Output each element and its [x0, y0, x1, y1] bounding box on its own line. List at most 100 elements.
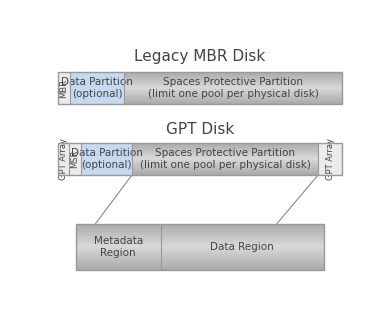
Bar: [76, 246, 161, 247]
Bar: [161, 240, 324, 241]
Bar: [132, 167, 318, 168]
Bar: [132, 174, 318, 175]
Bar: [124, 76, 342, 77]
Bar: [76, 266, 161, 267]
Bar: [76, 250, 161, 251]
Bar: [132, 151, 318, 152]
Bar: [124, 91, 342, 92]
Bar: [124, 80, 342, 81]
Bar: [132, 169, 318, 170]
Bar: [161, 231, 324, 232]
Bar: [76, 265, 161, 266]
Bar: [76, 263, 161, 264]
Bar: [76, 226, 161, 227]
Bar: [124, 74, 342, 75]
Text: GPT Array: GPT Array: [59, 138, 68, 180]
Text: Data Partition
(optional): Data Partition (optional): [71, 148, 142, 170]
Bar: [76, 262, 161, 263]
Bar: [124, 100, 342, 101]
Bar: [132, 149, 318, 150]
Bar: [124, 82, 342, 83]
Bar: [161, 246, 324, 247]
Bar: [132, 150, 318, 151]
Bar: [161, 228, 324, 229]
Bar: [161, 244, 324, 245]
Bar: [76, 267, 161, 268]
Bar: [76, 257, 161, 258]
Bar: [76, 264, 161, 265]
Bar: [132, 148, 318, 149]
Bar: [132, 170, 318, 171]
Bar: [161, 264, 324, 265]
Bar: [161, 263, 324, 264]
Bar: [132, 144, 318, 145]
Bar: [132, 172, 318, 173]
Bar: [161, 257, 324, 258]
Bar: [76, 235, 161, 236]
Bar: [76, 242, 161, 243]
Bar: [124, 81, 342, 82]
Bar: [124, 72, 342, 73]
Bar: [161, 238, 324, 239]
Bar: [161, 249, 324, 250]
Bar: [132, 160, 318, 161]
Bar: [76, 255, 161, 256]
Bar: [58, 72, 342, 104]
Bar: [161, 269, 324, 270]
Text: Spaces Protective Partition
(limit one pool per physical disk): Spaces Protective Partition (limit one p…: [140, 148, 311, 170]
Bar: [161, 242, 324, 243]
Bar: [132, 163, 318, 164]
Bar: [161, 224, 324, 225]
Bar: [132, 166, 318, 167]
Text: Spaces Protective Partition
(limit one pool per physical disk): Spaces Protective Partition (limit one p…: [148, 77, 319, 99]
Bar: [76, 230, 161, 231]
Bar: [161, 229, 324, 230]
Bar: [132, 173, 318, 174]
Bar: [76, 238, 161, 239]
Bar: [124, 85, 342, 86]
Bar: [124, 88, 342, 89]
Bar: [161, 223, 324, 224]
Bar: [58, 143, 69, 175]
Bar: [76, 236, 161, 237]
Bar: [124, 87, 342, 88]
Bar: [76, 237, 161, 238]
Bar: [76, 244, 161, 245]
Bar: [124, 102, 342, 103]
Bar: [76, 229, 161, 230]
Bar: [161, 260, 324, 261]
Bar: [132, 168, 318, 169]
Bar: [124, 96, 342, 97]
Bar: [161, 261, 324, 262]
Bar: [76, 247, 161, 248]
Bar: [161, 235, 324, 236]
Bar: [76, 241, 161, 242]
Bar: [124, 97, 342, 98]
Bar: [161, 237, 324, 238]
Bar: [124, 84, 342, 85]
Text: Data Partition
(optional): Data Partition (optional): [61, 77, 133, 99]
Bar: [76, 253, 161, 254]
Bar: [132, 157, 318, 158]
Bar: [124, 90, 342, 91]
Bar: [124, 73, 342, 74]
Bar: [58, 143, 342, 175]
Bar: [76, 269, 161, 270]
Bar: [70, 72, 124, 104]
Bar: [132, 159, 318, 160]
Bar: [76, 254, 161, 255]
Bar: [124, 93, 342, 94]
Bar: [132, 155, 318, 156]
Text: Legacy MBR Disk: Legacy MBR Disk: [134, 49, 266, 64]
Bar: [161, 239, 324, 240]
Bar: [58, 72, 70, 104]
Bar: [124, 83, 342, 84]
Bar: [161, 267, 324, 268]
Bar: [132, 147, 318, 148]
Bar: [161, 255, 324, 256]
Bar: [132, 145, 318, 146]
Bar: [76, 261, 161, 262]
Bar: [161, 225, 324, 226]
Text: GPT Array: GPT Array: [326, 138, 335, 180]
Bar: [76, 224, 161, 225]
